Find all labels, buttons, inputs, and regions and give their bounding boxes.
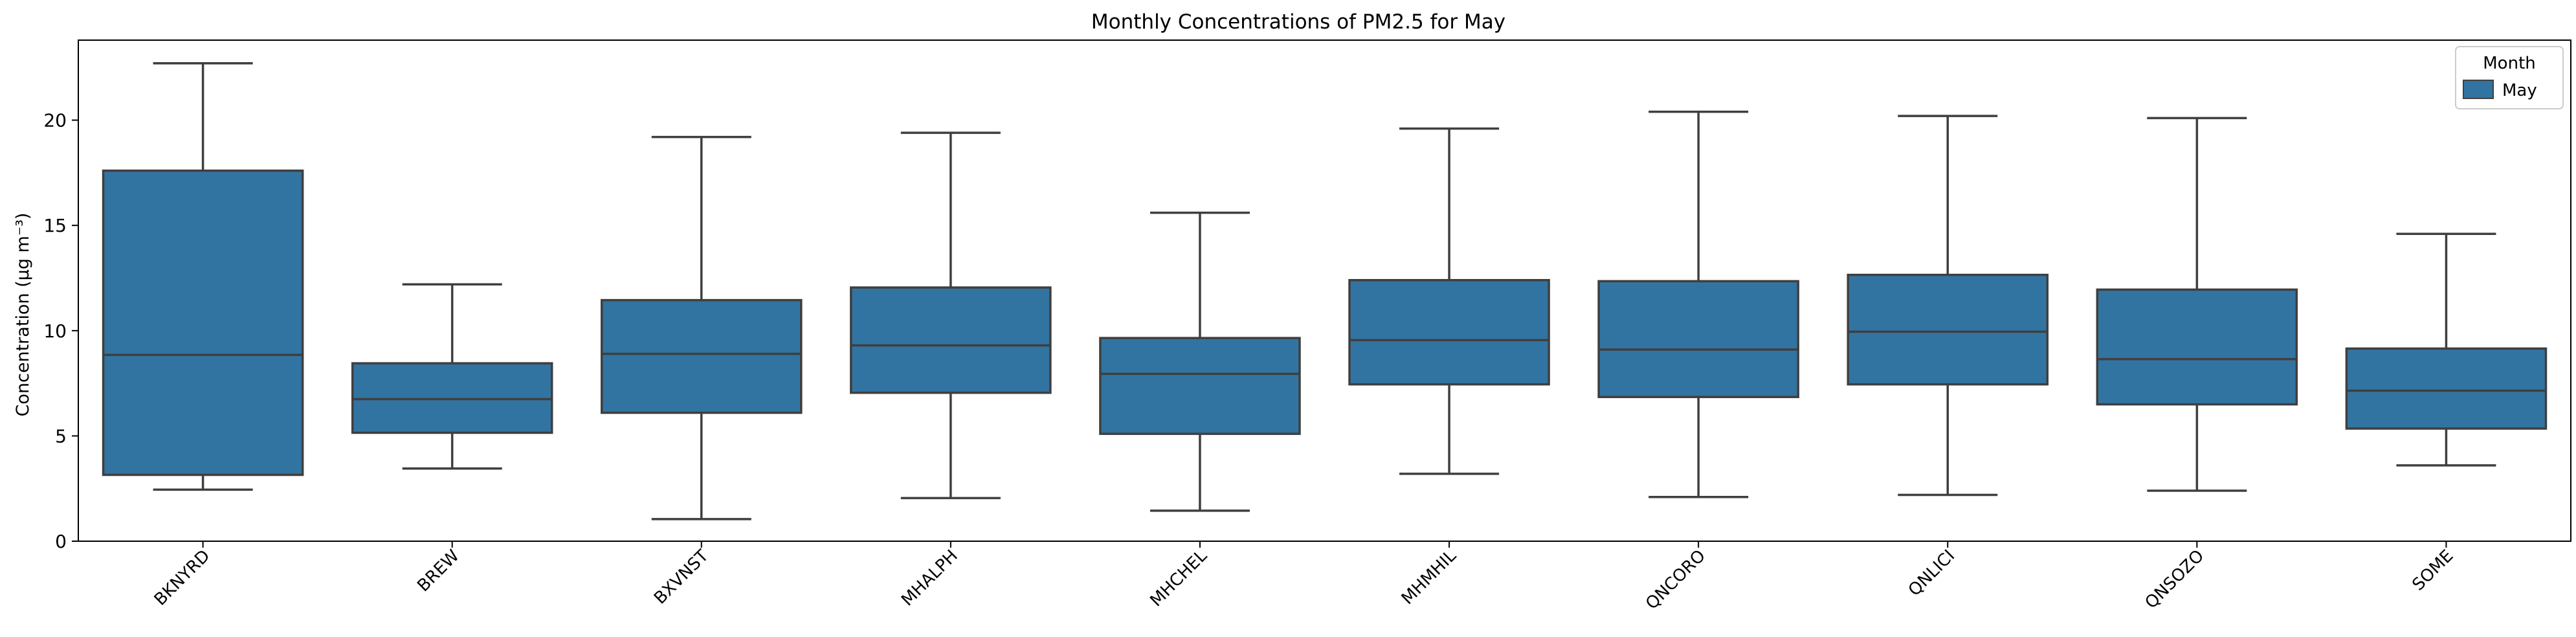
y-tick-label: 10: [43, 320, 67, 342]
box-group-mhmhil: [1348, 127, 1550, 475]
box-group-mhchel: [1099, 211, 1301, 512]
box-iqr: [1847, 273, 2049, 386]
legend-swatch: [2463, 80, 2494, 99]
legend-title: Month: [2483, 54, 2536, 73]
box-group-qnsozo: [2096, 117, 2298, 492]
plot-area: [102, 62, 2548, 520]
box-iqr: [1099, 337, 1301, 435]
y-tick-label: 20: [43, 110, 67, 131]
box-group-brew: [351, 283, 553, 470]
legend: Month May: [2455, 46, 2564, 109]
y-axis-label: Concentration (μg m⁻³): [13, 213, 33, 417]
box-group-bxvnst: [600, 135, 803, 520]
box-iqr: [1597, 280, 1799, 398]
axes-frame: [78, 39, 2571, 542]
chart-title: Monthly Concentrations of PM2.5 for May: [1091, 10, 1505, 34]
box-group-some: [2345, 232, 2548, 467]
box-iqr: [1348, 278, 1550, 386]
box-iqr: [850, 286, 1052, 394]
box-iqr: [102, 169, 304, 476]
box-group-qncoro: [1597, 110, 1799, 498]
box-group-bknyrd: [102, 62, 304, 491]
box-group-qnlici: [1847, 115, 2049, 497]
box-group-mhalph: [850, 131, 1052, 500]
box-iqr: [2096, 288, 2298, 406]
y-tick-label: 5: [55, 425, 67, 447]
box-iqr: [2345, 347, 2548, 430]
y-tick-label: 0: [55, 531, 67, 552]
y-tick-label: 15: [43, 215, 67, 236]
box-iqr: [600, 298, 803, 414]
legend-entry-label: May: [2502, 81, 2537, 100]
